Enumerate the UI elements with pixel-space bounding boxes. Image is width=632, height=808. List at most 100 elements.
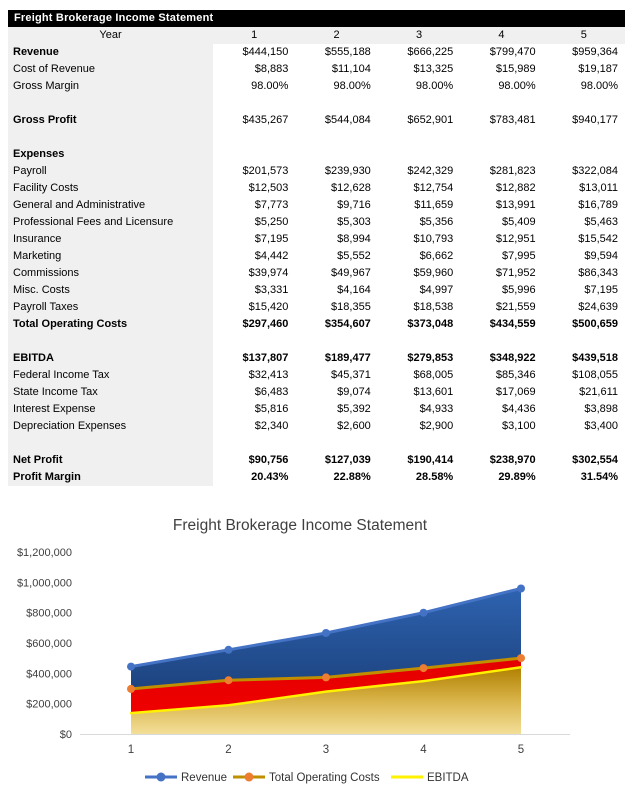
cell-value xyxy=(543,146,625,163)
cell-value: $13,325 xyxy=(413,63,454,75)
cell-value: 98.00% xyxy=(251,80,289,92)
table-row: General and Administrative $7,773 $9,716… xyxy=(8,197,625,214)
row-label: Depreciation Expenses xyxy=(8,418,213,435)
revenue-marker xyxy=(517,584,525,593)
cell-value xyxy=(378,333,460,350)
row-label: Total Operating Costs xyxy=(8,316,213,333)
table-row: Interest Expense $5,816 $5,392 $4,933 $4… xyxy=(8,401,625,418)
cell-value: $2,600 xyxy=(337,420,371,432)
x-axis-tick-label: 3 xyxy=(323,744,329,756)
y-axis-tick-label: $400,000 xyxy=(26,668,72,680)
cell-value: $32,413 xyxy=(248,369,289,381)
cell-value: $348,922 xyxy=(489,352,536,364)
y-axis-tick-label: $200,000 xyxy=(26,699,72,711)
cell-value: $5,816 xyxy=(254,403,289,415)
cell-value xyxy=(295,333,377,350)
income-statement-table: Freight Brokerage Income Statement Year … xyxy=(8,10,625,486)
x-axis-tick-label: 4 xyxy=(420,744,427,756)
cell-value: $5,552 xyxy=(337,250,371,262)
cell-value: $4,442 xyxy=(254,250,289,262)
cell-value: $21,559 xyxy=(495,301,536,313)
row-label xyxy=(8,95,213,112)
cell-value: $959,364 xyxy=(572,46,619,58)
total-operating-costs-marker xyxy=(419,664,428,673)
table-row: Expenses xyxy=(8,146,625,163)
cell-value xyxy=(378,129,460,146)
row-label: Professional Fees and Licensure xyxy=(8,214,213,231)
cell-value xyxy=(460,146,542,163)
cell-value: $4,997 xyxy=(419,284,454,296)
table-row xyxy=(8,435,625,452)
table-row: Payroll $201,573 $239,930 $242,329 $281,… xyxy=(8,163,625,180)
cell-value xyxy=(213,95,295,112)
year-column-header: 1 xyxy=(251,29,258,41)
cell-value xyxy=(543,129,625,146)
cell-value: 31.54% xyxy=(580,471,619,483)
cell-value xyxy=(295,146,377,163)
row-label: Interest Expense xyxy=(8,401,213,418)
cell-value: $322,084 xyxy=(572,165,619,177)
legend-item-total-operating-costs: Total Operating Costs xyxy=(233,772,380,784)
cell-value: $799,470 xyxy=(489,46,536,58)
cell-value: $9,594 xyxy=(584,250,619,262)
table-row: Insurance $7,195 $8,994 $10,793 $12,951 … xyxy=(8,231,625,248)
cell-value: 98.00% xyxy=(415,80,454,92)
legend-item-revenue: Revenue xyxy=(145,772,227,784)
cell-value: $11,659 xyxy=(414,199,454,211)
cell-value xyxy=(378,435,460,452)
cell-value: $7,195 xyxy=(254,233,289,245)
total-operating-costs-marker xyxy=(127,684,135,693)
row-label: Gross Margin xyxy=(8,78,213,95)
cell-value xyxy=(213,435,295,452)
y-axis-tick-label: $800,000 xyxy=(26,608,72,620)
cell-value: $354,607 xyxy=(324,318,371,330)
y-axis-tick-label: $1,200,000 xyxy=(17,547,72,559)
cell-value xyxy=(213,333,295,350)
table-body: Revenue $444,150 $555,188 $666,225 $799,… xyxy=(8,44,625,486)
year-column-header: 5 xyxy=(580,29,587,41)
cell-value: $5,409 xyxy=(501,216,536,228)
row-label xyxy=(8,129,213,146)
legend-label: Total Operating Costs xyxy=(269,772,380,784)
cell-value xyxy=(543,95,625,112)
row-label xyxy=(8,333,213,350)
cell-value: $13,991 xyxy=(495,199,536,211)
year-header-row: Year 1 2 3 4 5 xyxy=(8,27,625,44)
cell-value: $90,756 xyxy=(248,454,289,466)
row-label: Payroll xyxy=(8,163,213,180)
cell-value: $666,225 xyxy=(407,46,454,58)
cell-value: $373,048 xyxy=(407,318,454,330)
cell-value: $12,882 xyxy=(495,182,536,194)
cell-value: $15,989 xyxy=(495,63,536,75)
cell-value: $6,662 xyxy=(419,250,454,262)
year-column-header: 4 xyxy=(498,29,505,41)
table-row: Profit Margin 20.43% 22.88% 28.58% 29.89… xyxy=(8,469,625,486)
cell-value: $435,267 xyxy=(242,114,289,126)
table-row: Commissions $39,974 $49,967 $59,960 $71,… xyxy=(8,265,625,282)
cell-value: $7,773 xyxy=(254,199,289,211)
y-axis-tick-label: $1,000,000 xyxy=(17,577,72,589)
cell-value: $5,392 xyxy=(337,403,371,415)
cell-value: $3,898 xyxy=(584,403,619,415)
cell-value: 29.89% xyxy=(498,471,536,483)
row-label: General and Administrative xyxy=(8,197,213,214)
cell-value: 98.00% xyxy=(498,80,536,92)
table-row: Total Operating Costs $297,460 $354,607 … xyxy=(8,316,625,333)
cell-value: 98.00% xyxy=(333,80,371,92)
row-label: Marketing xyxy=(8,248,213,265)
year-column-header: 2 xyxy=(333,29,340,41)
cell-value: $13,011 xyxy=(579,182,619,194)
x-axis-tick-label: 2 xyxy=(225,744,231,756)
cell-value: $5,303 xyxy=(337,216,371,228)
ebitda-area xyxy=(131,667,521,734)
cell-value: $15,420 xyxy=(248,301,289,313)
cell-value: $7,195 xyxy=(584,284,619,296)
table-row: Depreciation Expenses $2,340 $2,600 $2,9… xyxy=(8,418,625,435)
cell-value: $4,933 xyxy=(419,403,454,415)
cell-value: $201,573 xyxy=(242,165,289,177)
cell-value: $5,463 xyxy=(584,216,619,228)
cell-value: $434,559 xyxy=(489,318,536,330)
table-row: Gross Margin 98.00% 98.00% 98.00% 98.00%… xyxy=(8,78,625,95)
cell-value: $8,883 xyxy=(254,63,289,75)
cell-value: $544,084 xyxy=(324,114,371,126)
